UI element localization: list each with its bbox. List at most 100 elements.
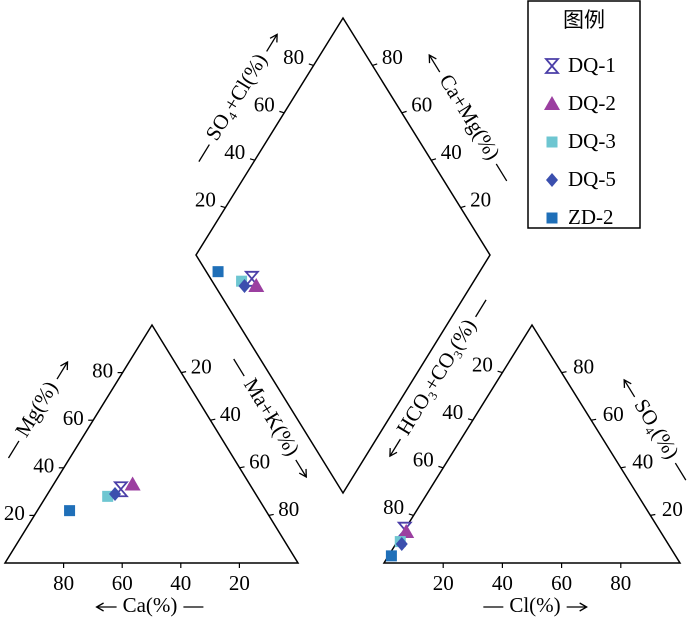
title-dash xyxy=(233,358,245,377)
tick-label: 20 xyxy=(229,571,250,595)
legend-marker xyxy=(544,96,560,110)
legend-title: 图例 xyxy=(563,8,605,32)
tick-mark xyxy=(467,418,473,421)
legend-marker xyxy=(546,212,558,224)
axis-title: Ca(%) xyxy=(123,593,178,617)
tick-mark xyxy=(561,371,567,374)
title-dash xyxy=(56,361,69,380)
title-dash xyxy=(674,462,687,481)
diamond-point xyxy=(236,275,248,287)
tick-mark xyxy=(279,110,285,114)
legend-box xyxy=(527,0,641,229)
diamond xyxy=(195,16,491,495)
title-dash xyxy=(475,299,487,318)
tick-label: 60 xyxy=(411,93,432,117)
tick-mark xyxy=(210,418,216,421)
tick-label: 40 xyxy=(224,140,245,164)
axis-title-group: Ca+Mg(%) xyxy=(428,53,508,182)
tick-label: 80 xyxy=(573,354,594,378)
cation-point xyxy=(102,490,114,502)
tick-label: 20 xyxy=(472,352,493,376)
tick-label: 40 xyxy=(220,402,241,426)
title-arrow xyxy=(579,602,588,612)
diamond-point xyxy=(248,277,265,292)
tick-label: 40 xyxy=(632,450,653,474)
tick-label: 80 xyxy=(278,497,299,521)
title-arrow xyxy=(428,53,437,64)
legend-label: DQ-1 xyxy=(568,53,616,77)
title-dash xyxy=(428,54,441,73)
tick-label: 60 xyxy=(413,448,434,472)
diamond-point xyxy=(212,266,224,278)
title-dash xyxy=(495,163,508,182)
tick-label: 20 xyxy=(470,187,491,211)
title-dash xyxy=(198,144,210,162)
tick-mark xyxy=(372,63,378,66)
tick-mark xyxy=(438,465,444,469)
tick-mark xyxy=(591,418,597,421)
anion-point xyxy=(385,550,397,562)
cation-point xyxy=(109,486,122,501)
legend-label: DQ-2 xyxy=(568,91,616,115)
axis-title-group: HCO₃+CO₃(%) xyxy=(389,299,487,458)
tick-label: 20 xyxy=(433,571,454,595)
title-arrow xyxy=(95,602,104,612)
cation-triangle xyxy=(3,323,300,564)
title-arrow xyxy=(60,360,69,371)
legend-marker xyxy=(544,58,560,74)
tick-mark xyxy=(497,370,503,374)
tick-label: 80 xyxy=(383,495,404,519)
tick-mark xyxy=(650,513,656,516)
legend-marker xyxy=(546,173,558,187)
tick-mark xyxy=(308,63,314,66)
tick-label: 60 xyxy=(63,406,84,430)
tick-label: 40 xyxy=(441,140,462,164)
title-dash xyxy=(7,440,20,459)
tick-mark xyxy=(249,158,255,161)
title-dash xyxy=(295,459,307,478)
legend-marker xyxy=(546,136,558,148)
tick-label: 40 xyxy=(492,571,513,595)
tick-label: 60 xyxy=(551,571,572,595)
tick-label: 60 xyxy=(249,450,270,474)
anion-point xyxy=(398,524,415,539)
title-arrow xyxy=(389,448,398,458)
legend-label: ZD-2 xyxy=(568,205,614,229)
cation-point xyxy=(64,505,76,517)
tick-label: 20 xyxy=(662,497,683,521)
tick-mark xyxy=(268,513,274,516)
axis-title-group: SO₄(%) xyxy=(623,378,687,481)
tick-label: 60 xyxy=(112,571,133,595)
tick-mark xyxy=(239,466,245,469)
title-dash xyxy=(623,379,636,398)
title-arrow xyxy=(623,378,632,388)
title-arrow xyxy=(298,468,307,479)
axis-title-group: Cl(%) xyxy=(483,593,588,617)
tick-label: 60 xyxy=(254,93,275,117)
title-dash xyxy=(266,34,278,52)
legend-label: DQ-3 xyxy=(568,129,616,153)
tick-label: 80 xyxy=(92,358,113,382)
legend-label: DQ-5 xyxy=(568,167,616,191)
tick-label: 80 xyxy=(53,571,74,595)
tick-mark xyxy=(181,371,187,374)
tick-label: 20 xyxy=(195,187,216,211)
diamond-point xyxy=(238,278,251,293)
tick-mark xyxy=(620,466,626,469)
tick-label: 80 xyxy=(283,45,304,69)
anion-point xyxy=(395,536,408,551)
axis-title: HCO₃+CO₃(%) xyxy=(391,315,480,440)
cation-point xyxy=(124,476,141,491)
tick-mark xyxy=(220,205,226,209)
tick-mark xyxy=(460,205,466,209)
title-dash xyxy=(389,438,401,457)
tick-label: 80 xyxy=(382,45,403,69)
tick-mark xyxy=(401,110,407,114)
axis-title: Cl(%) xyxy=(509,593,560,617)
axis-title-group: Ca(%) xyxy=(95,593,204,617)
tick-label: 40 xyxy=(442,400,463,424)
tick-mark xyxy=(431,158,437,161)
tick-label: 40 xyxy=(33,454,54,478)
